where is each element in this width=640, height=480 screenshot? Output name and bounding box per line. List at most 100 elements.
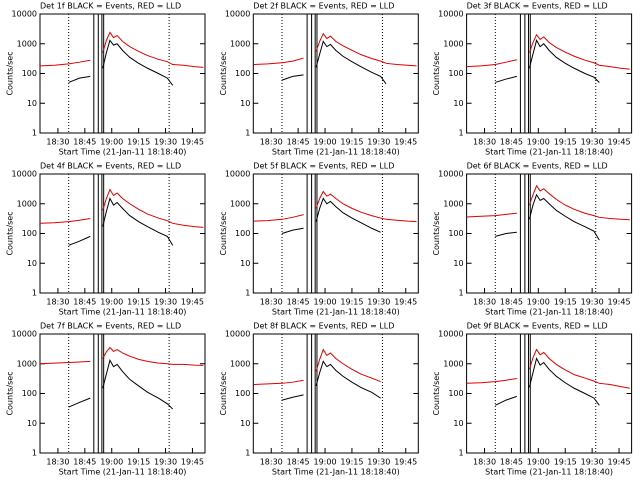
series-line [281,40,387,85]
x-tick-label: 19:45 [181,138,204,147]
x-tick-label: 19:15 [127,298,150,307]
panel: Det 3f BLACK = Events, RED = LLD Counts/s… [432,2,633,157]
x-tick-label: 18:30 [473,138,496,147]
x-tick-label: 18:45 [500,458,523,467]
x-tick-label: 19:30 [581,138,604,147]
y-tick-label: 10000 [12,170,37,179]
plot-frame [466,13,633,134]
y-tick-label: 10000 [225,10,250,19]
y-tick-label: 10000 [438,170,463,179]
y-tick-label: 1 [459,289,464,298]
y-tick-label: 100 [235,69,250,78]
y-tick-label: 10000 [225,330,250,339]
series-line [495,357,600,406]
plot-frame [39,13,206,134]
y-tick-label: 10 [27,99,37,108]
y-tick-label: 1 [32,289,37,298]
x-tick-label: 19:30 [154,458,177,467]
y-tick-label: 10 [240,419,250,428]
x-tick-label: 19:00 [314,138,337,147]
x-tick-label: 18:45 [500,138,523,147]
x-axis-label: Start Time (21-Jan-11 18:18:40) [485,308,613,317]
x-tick-label: 19:15 [340,298,363,307]
x-tick-label: 18:30 [260,138,283,147]
x-tick-label: 18:30 [260,298,283,307]
x-tick-label: 19:45 [608,138,631,147]
x-tick-label: 19:00 [100,298,123,307]
x-tick-label: 19:00 [527,458,550,467]
y-tick-label: 10000 [438,10,463,19]
x-tick-label: 19:30 [581,298,604,307]
x-tick-label: 19:45 [181,298,204,307]
series-line [495,193,600,241]
x-tick-label: 18:30 [260,458,283,467]
series-line [281,197,381,234]
y-axis-label: Counts/sec [432,51,441,95]
x-tick-label: 19:00 [100,138,123,147]
chart-title: Det 7f BLACK = Events, RED = LLD [40,322,181,331]
x-tick-label: 18:30 [46,298,69,307]
y-axis-label: Counts/sec [219,371,228,415]
x-tick-label: 18:30 [46,458,69,467]
panel: Det 1f BLACK = Events, RED = LLD Counts/s… [6,2,206,157]
x-tick-label: 19:30 [581,458,604,467]
panel: Det 9f BLACK = Events, RED = LLD Counts/s… [432,322,633,477]
x-tick-label: 19:00 [527,138,550,147]
plot-frame [252,173,419,294]
x-axis-label: Start Time (21-Jan-11 18:18:40) [272,308,400,317]
x-tick-label: 19:45 [394,138,417,147]
y-tick-label: 1 [32,129,37,138]
x-tick-label: 19:15 [554,138,577,147]
y-tick-label: 100 [22,69,37,78]
y-tick-label: 1000 [443,39,463,48]
chart-title: Det 8f BLACK = Events, RED = LLD [253,322,394,331]
y-tick-label: 10 [453,259,463,268]
y-tick-label: 1 [459,129,464,138]
x-tick-label: 19:00 [314,458,337,467]
series-line [39,188,204,228]
x-axis-label: Start Time (21-Jan-11 18:18:40) [485,148,613,157]
panel: Det 4f BLACK = Events, RED = LLD Counts/s… [6,162,206,317]
y-tick-label: 1000 [230,359,250,368]
x-tick-label: 19:45 [608,298,631,307]
y-tick-label: 1000 [443,359,463,368]
x-tick-label: 19:00 [314,298,337,307]
y-tick-label: 10000 [438,330,463,339]
y-tick-label: 10 [240,99,250,108]
plot-frame [466,333,633,454]
panel: Det 7f BLACK = Events, RED = LLD Counts/s… [6,322,206,477]
series-line [253,32,417,67]
x-tick-label: 19:45 [608,458,631,467]
y-axis-label: Counts/sec [432,211,441,255]
y-tick-label: 10000 [12,330,37,339]
x-tick-label: 19:15 [340,458,363,467]
y-tick-label: 1 [459,449,464,458]
x-tick-label: 19:00 [100,458,123,467]
chart-title: Det 5f BLACK = Events, RED = LLD [253,162,394,171]
x-tick-label: 19:30 [367,298,390,307]
x-tick-label: 18:45 [73,138,96,147]
series-line [68,39,174,86]
chart-title: Det 2f BLACK = Events, RED = LLD [253,2,394,11]
plot-frame [39,333,206,454]
x-tick-label: 19:30 [154,298,177,307]
x-tick-label: 19:15 [554,298,577,307]
panel: Det 8f BLACK = Events, RED = LLD Counts/s… [219,322,419,477]
x-tick-label: 18:45 [73,458,96,467]
y-tick-label: 10 [453,419,463,428]
y-tick-label: 1000 [443,199,463,208]
y-tick-label: 1 [245,289,250,298]
x-tick-label: 19:15 [554,458,577,467]
x-axis-label: Start Time (21-Jan-11 18:18:40) [272,468,400,477]
x-axis-label: Start Time (21-Jan-11 18:18:40) [59,308,187,317]
x-tick-label: 19:45 [394,458,417,467]
chart-title: Det 9f BLACK = Events, RED = LLD [467,322,608,331]
x-tick-label: 19:30 [367,458,390,467]
x-axis-label: Start Time (21-Jan-11 18:18:40) [59,468,187,477]
x-tick-label: 18:45 [287,458,310,467]
series-line [466,348,630,389]
y-tick-label: 100 [448,229,463,238]
x-tick-label: 19:45 [394,298,417,307]
series-line [253,190,417,223]
